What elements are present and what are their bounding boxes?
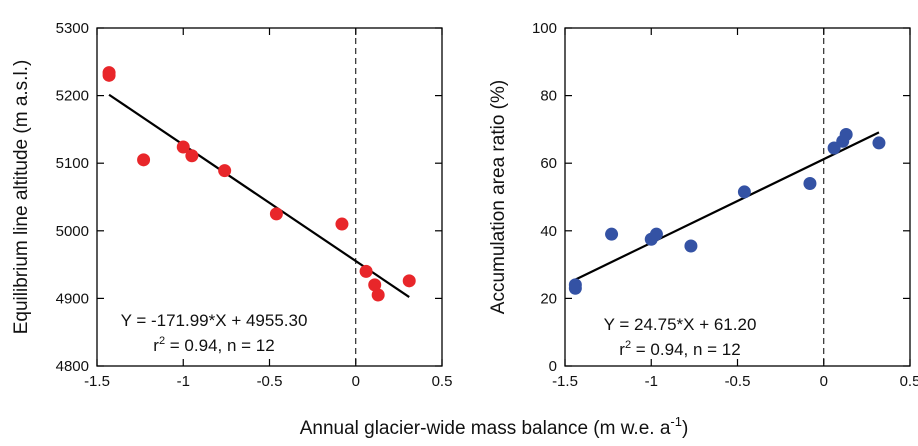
- y-tick-label: 20: [540, 290, 557, 307]
- data-point: [359, 264, 373, 278]
- data-point: [568, 278, 582, 292]
- y-axis-label: Equilibrium line altitude (m a.s.l.): [11, 60, 32, 335]
- data-points: [568, 127, 886, 295]
- data-point: [137, 153, 151, 167]
- elevation-panel: -1.5 -1 -0.5 0 0.5 4800 4900 5000 5100 5200 5300 E…: [11, 20, 452, 390]
- y-axis-label: Accumulation area ratio (%): [488, 80, 509, 314]
- x-tick-label: -1.5: [552, 373, 578, 390]
- data-point: [269, 207, 283, 221]
- x-tick-label: -0.5: [257, 373, 283, 390]
- y-tick-label: 5000: [56, 223, 89, 240]
- fit-equation: Y = -171.99*X + 4955.30: [121, 311, 308, 330]
- data-point: [649, 227, 663, 241]
- data-point: [218, 164, 232, 178]
- data-point: [371, 288, 385, 302]
- x-tick-label: 0: [820, 373, 828, 390]
- data-point: [402, 274, 416, 288]
- y-tick-label: 4800: [56, 358, 89, 375]
- data-point: [335, 217, 349, 231]
- data-point: [839, 127, 853, 141]
- y-tick-label: 0: [549, 358, 557, 375]
- axis-ticks: -1.5 -1 -0.5 0 0.5 0 20 40 60 80 100: [532, 20, 918, 390]
- fit-statistics: r2 = 0.94, n = 12: [619, 339, 740, 359]
- data-point: [605, 227, 619, 241]
- fit-statistics: r2 = 0.94, n = 12: [153, 335, 274, 355]
- axis-ticks: -1.5 -1 -0.5 0 0.5 4800 4900 5000 5100 5200 5300: [56, 20, 453, 390]
- y-tick-label: 100: [532, 20, 557, 37]
- y-tick-label: 80: [540, 88, 557, 105]
- x-tick-label: 0.5: [900, 373, 918, 390]
- y-tick-label: 40: [540, 223, 557, 240]
- data-point: [102, 68, 116, 82]
- regression-line: [108, 93, 410, 298]
- x-tick-label: 0.5: [432, 373, 453, 390]
- x-tick-label: 0: [352, 373, 360, 390]
- x-tick-label: -1: [645, 373, 658, 390]
- data-point: [176, 140, 190, 154]
- data-point: [872, 136, 886, 150]
- regression-line: [574, 131, 880, 281]
- data-point: [803, 176, 817, 190]
- y-tick-label: 4900: [56, 290, 89, 307]
- x-tick-label: -1.5: [84, 373, 110, 390]
- data-point: [684, 239, 698, 253]
- data-point: [185, 149, 199, 163]
- aar-panel: -1.5 -1 -0.5 0 0.5 0 20 40 60 80 100 Accumulation …: [488, 20, 918, 390]
- x-axis-label: Annual glacier-wide mass balance (m w.e.…: [300, 414, 689, 439]
- y-tick-label: 5100: [56, 155, 89, 172]
- y-tick-label: 60: [540, 155, 557, 172]
- y-tick-label: 5300: [56, 20, 89, 37]
- y-tick-label: 5200: [56, 88, 89, 105]
- x-tick-label: -1: [177, 373, 190, 390]
- data-point: [368, 278, 382, 292]
- x-tick-label: -0.5: [725, 373, 751, 390]
- data-points: [102, 66, 416, 302]
- data-point: [737, 185, 751, 199]
- fit-equation: Y = 24.75*X + 61.20: [604, 315, 757, 334]
